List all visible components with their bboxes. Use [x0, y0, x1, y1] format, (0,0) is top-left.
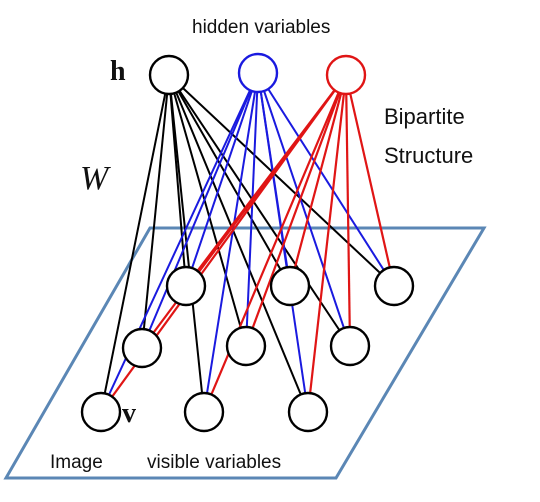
edge-black-to-visible-5	[168, 74, 247, 347]
edge-black-to-visible-3	[168, 74, 395, 287]
edge-red-to-visible-3	[344, 74, 396, 287]
visible-variables-label: visible variables	[147, 452, 281, 473]
visible-node-7	[80, 391, 122, 433]
v-symbol: v	[122, 398, 136, 429]
visible-node-4	[121, 327, 163, 369]
visible-node-2	[269, 265, 311, 307]
image-label: Image	[50, 452, 103, 473]
hidden-node-blue	[237, 52, 279, 94]
edge-blue-to-visible-6	[257, 72, 351, 347]
bipartite-label: Bipartite	[384, 104, 465, 129]
visible-node-8	[183, 391, 225, 433]
edge-blue-to-visible-9	[257, 72, 309, 413]
visible-node-6	[329, 325, 371, 367]
edge-blue-to-visible-4	[141, 72, 259, 349]
hidden-node-black	[148, 54, 190, 96]
edge-blue-to-visible-1	[185, 72, 259, 287]
hidden-node-red	[325, 54, 367, 96]
visible-node-5	[225, 325, 267, 367]
image-plane	[3, 226, 487, 480]
edge-black-to-visible-7	[100, 74, 170, 413]
edge-red-to-visible-9	[306, 74, 348, 413]
visible-node-3	[373, 265, 415, 307]
edge-black-to-visible-4	[141, 74, 170, 349]
hidden-variables-label: hidden variables	[192, 17, 330, 38]
structure-label: Structure	[384, 143, 473, 168]
edge-blue-to-visible-3	[257, 72, 395, 287]
edge-red-to-visible-5	[244, 74, 348, 347]
edge-blue-to-visible-5	[245, 72, 259, 347]
edge-black-to-visible-2	[168, 74, 291, 287]
edge-blue-to-visible-8	[203, 72, 259, 413]
edge-red-to-visible-6	[344, 74, 352, 347]
visible-node-1	[165, 265, 207, 307]
edge-black-to-visible-6	[168, 74, 351, 347]
edge-red-to-visible-2	[288, 74, 348, 287]
visible-node-9	[287, 391, 329, 433]
h-symbol: h	[110, 56, 126, 87]
edge-red-to-visible-8	[202, 74, 348, 413]
edge-black-to-visible-9	[168, 74, 309, 413]
w-symbol: W	[80, 160, 111, 197]
nodes	[80, 52, 415, 433]
